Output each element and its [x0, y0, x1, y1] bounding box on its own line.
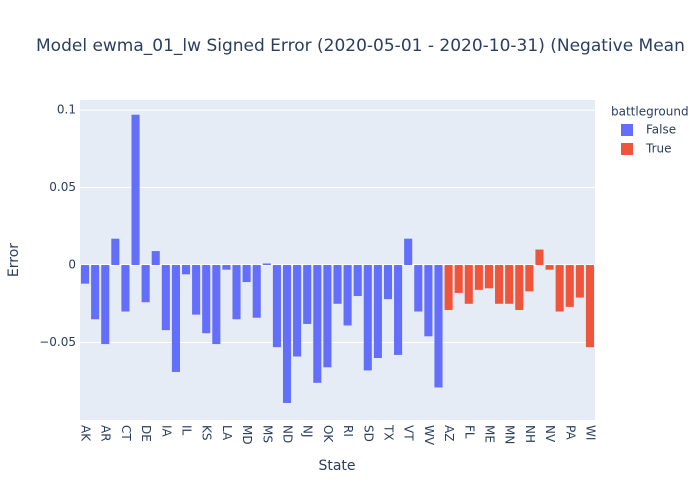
bar — [454, 265, 463, 293]
x-tick-label: FL — [462, 425, 476, 439]
bar — [565, 265, 574, 307]
legend-swatch[interactable] — [621, 143, 633, 155]
y-axis-title: Error — [6, 243, 22, 277]
bar — [151, 251, 160, 266]
bar — [484, 265, 494, 289]
y-tick-label: 0.05 — [49, 180, 76, 194]
bar — [353, 265, 362, 297]
bar — [252, 265, 261, 318]
plot-area — [80, 100, 595, 420]
legend-title: battleground — [611, 105, 689, 119]
bar — [222, 265, 231, 270]
bar — [242, 265, 251, 283]
x-tick-label: OK — [321, 425, 335, 443]
legend-swatch[interactable] — [621, 124, 633, 136]
x-tick-label: DE — [139, 425, 153, 442]
bar — [121, 265, 130, 312]
x-tick-label: WI — [583, 425, 597, 440]
bar — [373, 265, 382, 359]
bar — [202, 265, 211, 334]
bar — [505, 265, 514, 304]
bar — [515, 265, 524, 310]
bar — [101, 265, 110, 345]
x-tick-label: AR — [99, 425, 113, 442]
bar — [424, 265, 433, 337]
x-tick-label: IL — [180, 425, 194, 436]
x-tick-label: VT — [402, 425, 416, 441]
x-tick-label: MN — [503, 425, 517, 444]
x-tick-label: LA — [220, 425, 234, 441]
bar — [272, 265, 281, 348]
bar — [171, 265, 180, 372]
x-tick-label: PA — [563, 425, 577, 440]
x-tick-label: MD — [240, 425, 254, 445]
bar — [383, 265, 393, 300]
bar — [232, 265, 241, 320]
x-tick-label: NV — [543, 425, 557, 443]
x-tick-label: WV — [422, 425, 436, 446]
x-tick-label: RI — [341, 425, 355, 437]
bar — [525, 265, 534, 292]
bar — [363, 265, 372, 371]
x-tick-label: NH — [523, 425, 537, 443]
bar — [192, 265, 201, 315]
legend-label[interactable]: True — [645, 142, 672, 156]
bar — [212, 265, 221, 345]
bar — [161, 265, 170, 331]
y-tick-label: −0.05 — [39, 335, 76, 349]
y-tick-label: 0.1 — [57, 103, 76, 117]
x-tick-label: KS — [200, 425, 214, 441]
bar — [343, 265, 352, 326]
y-tick-label: 0 — [68, 258, 76, 272]
x-tick-label: MS — [260, 425, 274, 443]
bar — [181, 265, 191, 275]
x-tick-label: CT — [119, 425, 133, 441]
bar — [81, 265, 90, 284]
chart-title: Model ewma_01_lw Signed Error (2020-05-0… — [36, 36, 685, 56]
x-tick-label: SD — [361, 425, 375, 442]
x-tick-label: IA — [159, 425, 173, 438]
x-tick-label: AK — [79, 425, 93, 442]
bar — [545, 265, 554, 270]
bar — [444, 265, 453, 310]
bar — [495, 265, 504, 304]
bar — [535, 249, 544, 266]
bar — [262, 263, 271, 266]
bar — [323, 265, 332, 368]
x-tick-label: TX — [381, 424, 395, 441]
bar — [111, 238, 120, 266]
bar — [394, 265, 403, 355]
bar — [464, 265, 473, 304]
bar — [303, 265, 312, 324]
bar — [434, 265, 443, 388]
bar — [575, 265, 584, 298]
bar — [585, 265, 594, 348]
bar — [131, 114, 140, 266]
bar — [555, 265, 564, 312]
bar — [333, 265, 342, 304]
bar — [313, 265, 322, 383]
x-axis-title: State — [318, 458, 355, 474]
bar — [474, 265, 483, 290]
bar — [282, 265, 292, 403]
x-tick-label: AZ — [442, 425, 456, 441]
bar — [404, 238, 413, 266]
x-tick-label: ME — [482, 425, 496, 443]
bar — [91, 265, 100, 320]
bar — [141, 265, 150, 303]
bar — [414, 265, 423, 312]
bar — [293, 265, 302, 357]
x-tick-label: NJ — [301, 425, 315, 438]
x-tick-label: ND — [281, 425, 295, 443]
legend-label[interactable]: False — [646, 123, 676, 137]
